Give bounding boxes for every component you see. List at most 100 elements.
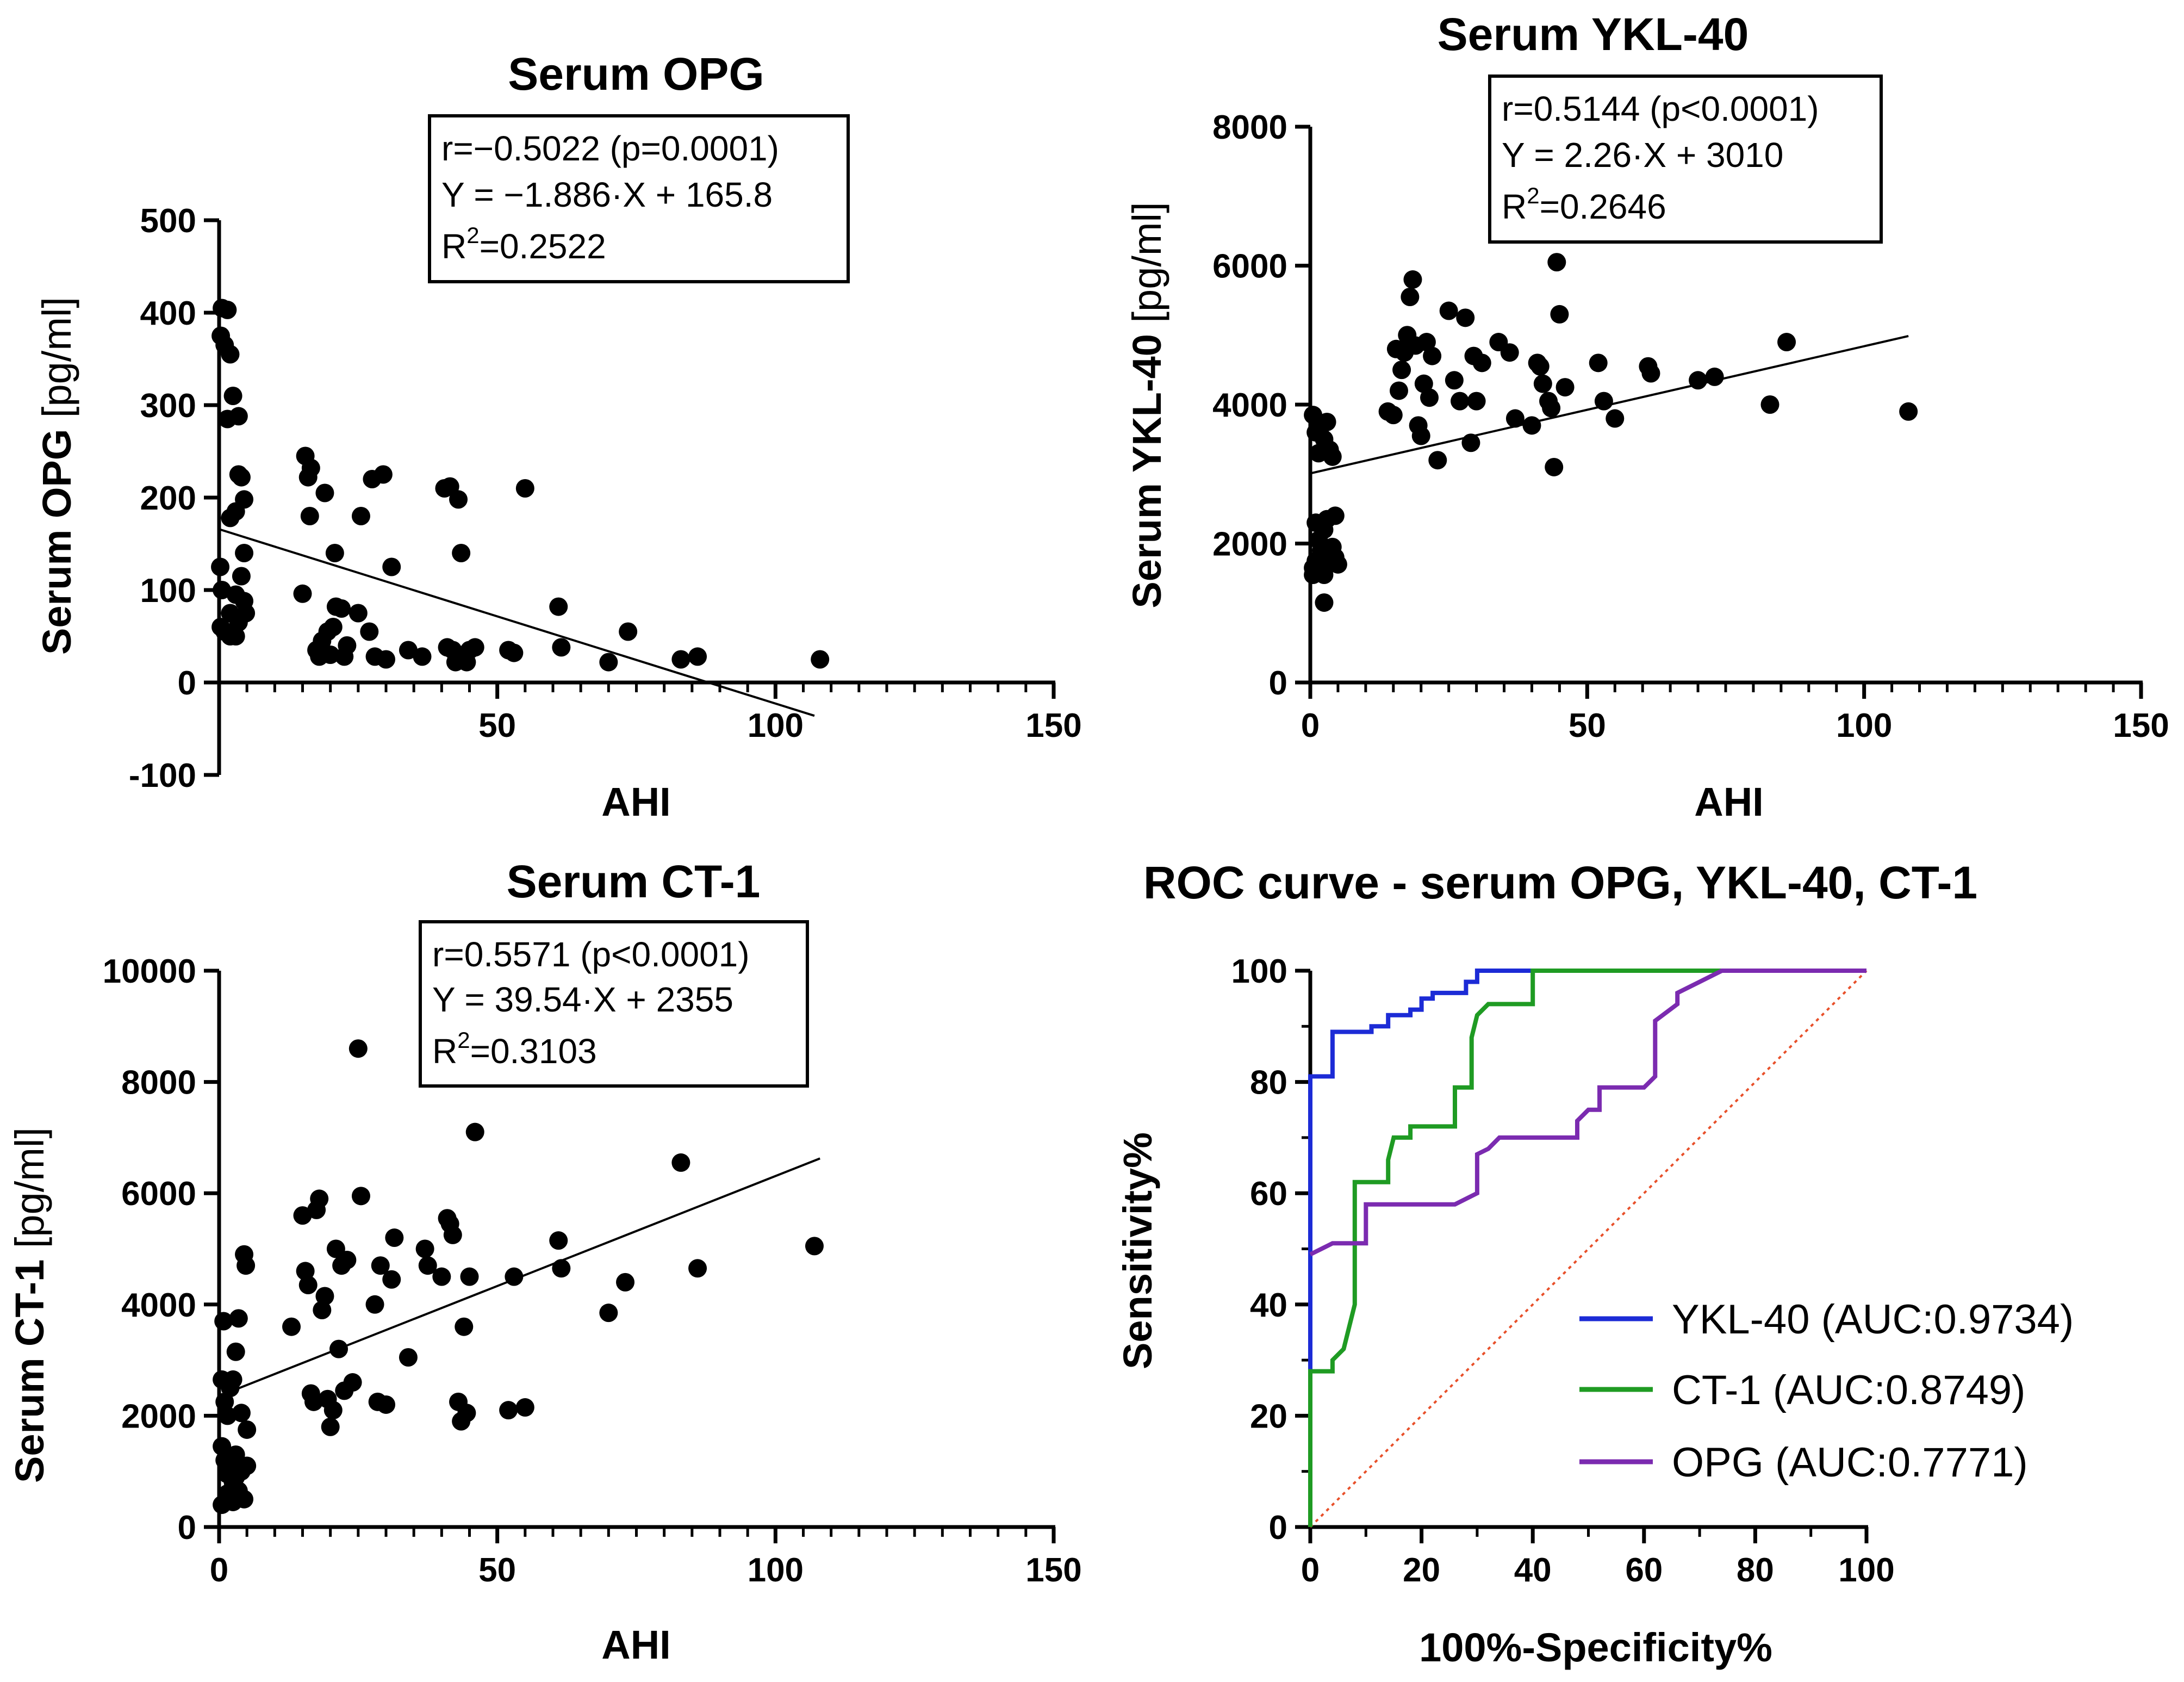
ykl-data-point	[1304, 565, 1323, 584]
opg-data-point	[300, 507, 319, 525]
ykl-points	[1304, 253, 1918, 612]
roc-ytick-label: 40	[1250, 1287, 1287, 1324]
ykl-data-point	[1417, 333, 1436, 352]
opg-data-point	[552, 638, 571, 657]
roc-diagonal	[1309, 970, 1868, 1528]
opg-data-point	[619, 622, 638, 641]
roc-ytick-label: 0	[1269, 1509, 1287, 1547]
ykl-ytick-label: 4000	[1212, 387, 1287, 424]
opg-data-point	[332, 599, 351, 618]
ykl-data-point	[1423, 346, 1442, 365]
ct1-data-point	[455, 1317, 474, 1336]
ykl-data-point	[1705, 367, 1724, 386]
ykl-data-point	[1411, 426, 1430, 445]
ct1-xlabel: AHI	[601, 1622, 670, 1667]
ykl-data-point	[1439, 301, 1458, 320]
opg-data-point	[301, 458, 320, 477]
ct1-ytick-label: 2000	[121, 1398, 196, 1435]
opg-data-point	[237, 604, 256, 623]
ct1-data-point	[599, 1304, 618, 1323]
opg-xtick-label: 50	[478, 707, 516, 744]
ykl-data-point	[1500, 343, 1519, 362]
opg-stat-r2: R2=0.2522	[441, 222, 606, 266]
ct1-data-point	[351, 1187, 370, 1206]
ykl-xtick-label: 100	[1836, 707, 1892, 744]
ct1-data-point	[329, 1339, 349, 1358]
opg-data-point	[452, 544, 471, 562]
ct1-data-point	[457, 1404, 476, 1423]
roc-ytick-label: 60	[1250, 1175, 1287, 1213]
ykl-data-point	[1472, 353, 1491, 373]
panel-opg: Serum OPG r=−0.5022 (p=0.0001) Y = −1.88…	[34, 48, 1082, 824]
ct1-data-point	[315, 1287, 334, 1306]
ykl-data-point	[1777, 333, 1796, 352]
opg-xlabel: AHI	[601, 779, 670, 824]
opg-ytick-label: 100	[140, 572, 196, 610]
ct1-data-point	[349, 1039, 368, 1058]
opg-data-point	[399, 641, 418, 660]
ct1-data-point	[313, 1301, 332, 1320]
opg-data-point	[811, 650, 830, 669]
ct1-ylabel: Serum CT-1 [pg/ml]	[7, 1127, 52, 1483]
ct1-xtick-label: 100	[748, 1551, 804, 1589]
ykl-data-point	[1689, 371, 1708, 390]
ct1-data-point	[238, 1420, 257, 1439]
opg-data-point	[315, 483, 334, 502]
roc-ytick-label: 100	[1231, 953, 1287, 990]
roc-ytick-label: 20	[1250, 1398, 1287, 1435]
roc-reference-line	[1309, 970, 1868, 1528]
opg-xtick-label: 150	[1025, 707, 1081, 744]
opg-data-point	[213, 581, 232, 599]
ykl-title: Serum YKL-40	[1438, 9, 1749, 60]
opg-ytick-label: -100	[129, 757, 196, 795]
opg-data-point	[235, 544, 254, 562]
roc-title: ROC curve - serum OPG, YKL-40, CT-1	[1143, 857, 1977, 908]
ykl-data-point	[1760, 395, 1779, 414]
ct1-data-point	[371, 1256, 390, 1275]
ykl-ytick-label: 0	[1269, 665, 1287, 702]
ct1-data-point	[415, 1239, 434, 1258]
ct1-ytick-label: 4000	[121, 1287, 196, 1324]
ykl-data-point	[1315, 593, 1334, 612]
ct1-axes: 0 2000 4000 6000 8000 10000 0 50 100 150	[103, 953, 1082, 1589]
roc-xtick-label: 40	[1514, 1551, 1552, 1589]
opg-data-point	[226, 502, 245, 521]
legend-label-opg: OPG (AUC:0.7771)	[1672, 1439, 2028, 1486]
ykl-xtick-label: 50	[1569, 707, 1606, 744]
opg-ytick-label: 200	[140, 480, 196, 517]
opg-data-point	[325, 544, 344, 562]
opg-ytick-label: 300	[140, 387, 196, 425]
ct1-data-point	[310, 1189, 329, 1208]
ykl-r2-prefix: R	[1502, 187, 1527, 226]
ct1-data-point	[298, 1275, 318, 1294]
ct1-xtick-label: 0	[210, 1551, 228, 1589]
ct1-ylabel-unit: [pg/ml]	[7, 1127, 52, 1259]
ykl-data-point	[1589, 353, 1608, 373]
ct1-title: Serum CT-1	[507, 856, 761, 907]
ykl-data-point	[1428, 451, 1447, 470]
ct1-data-point	[499, 1401, 518, 1420]
ct1-data-point	[293, 1206, 312, 1225]
opg-data-point	[223, 387, 242, 405]
ykl-data-point	[1461, 433, 1480, 452]
ykl-data-point	[1530, 357, 1550, 376]
opg-ytick-label: 0	[178, 665, 196, 702]
opg-data-point	[232, 468, 251, 487]
ct1-data-point	[465, 1122, 484, 1141]
opg-data-point	[688, 647, 707, 666]
roc-ytick-label: 80	[1250, 1064, 1287, 1102]
opg-ylabel: Serum OPG [pg/ml]	[34, 297, 79, 655]
opg-data-point	[321, 646, 340, 664]
ct1-data-point	[505, 1267, 524, 1286]
opg-ylabel-unit: [pg/ml]	[34, 297, 79, 429]
ct1-data-point	[549, 1231, 568, 1250]
ct1-data-point	[323, 1401, 343, 1420]
opg-data-point	[505, 643, 524, 662]
ykl-r2-value: =0.2646	[1540, 187, 1666, 226]
ct1-stat-eq: Y = 39.54·X + 2355	[432, 980, 733, 1019]
ykl-data-point	[1594, 392, 1613, 411]
ct1-stat-r: r=0.5571 (p<0.0001)	[432, 935, 750, 974]
ykl-data-point	[1323, 447, 1342, 466]
roc-xtick-label: 20	[1403, 1551, 1440, 1589]
ykl-data-point	[1456, 308, 1475, 327]
